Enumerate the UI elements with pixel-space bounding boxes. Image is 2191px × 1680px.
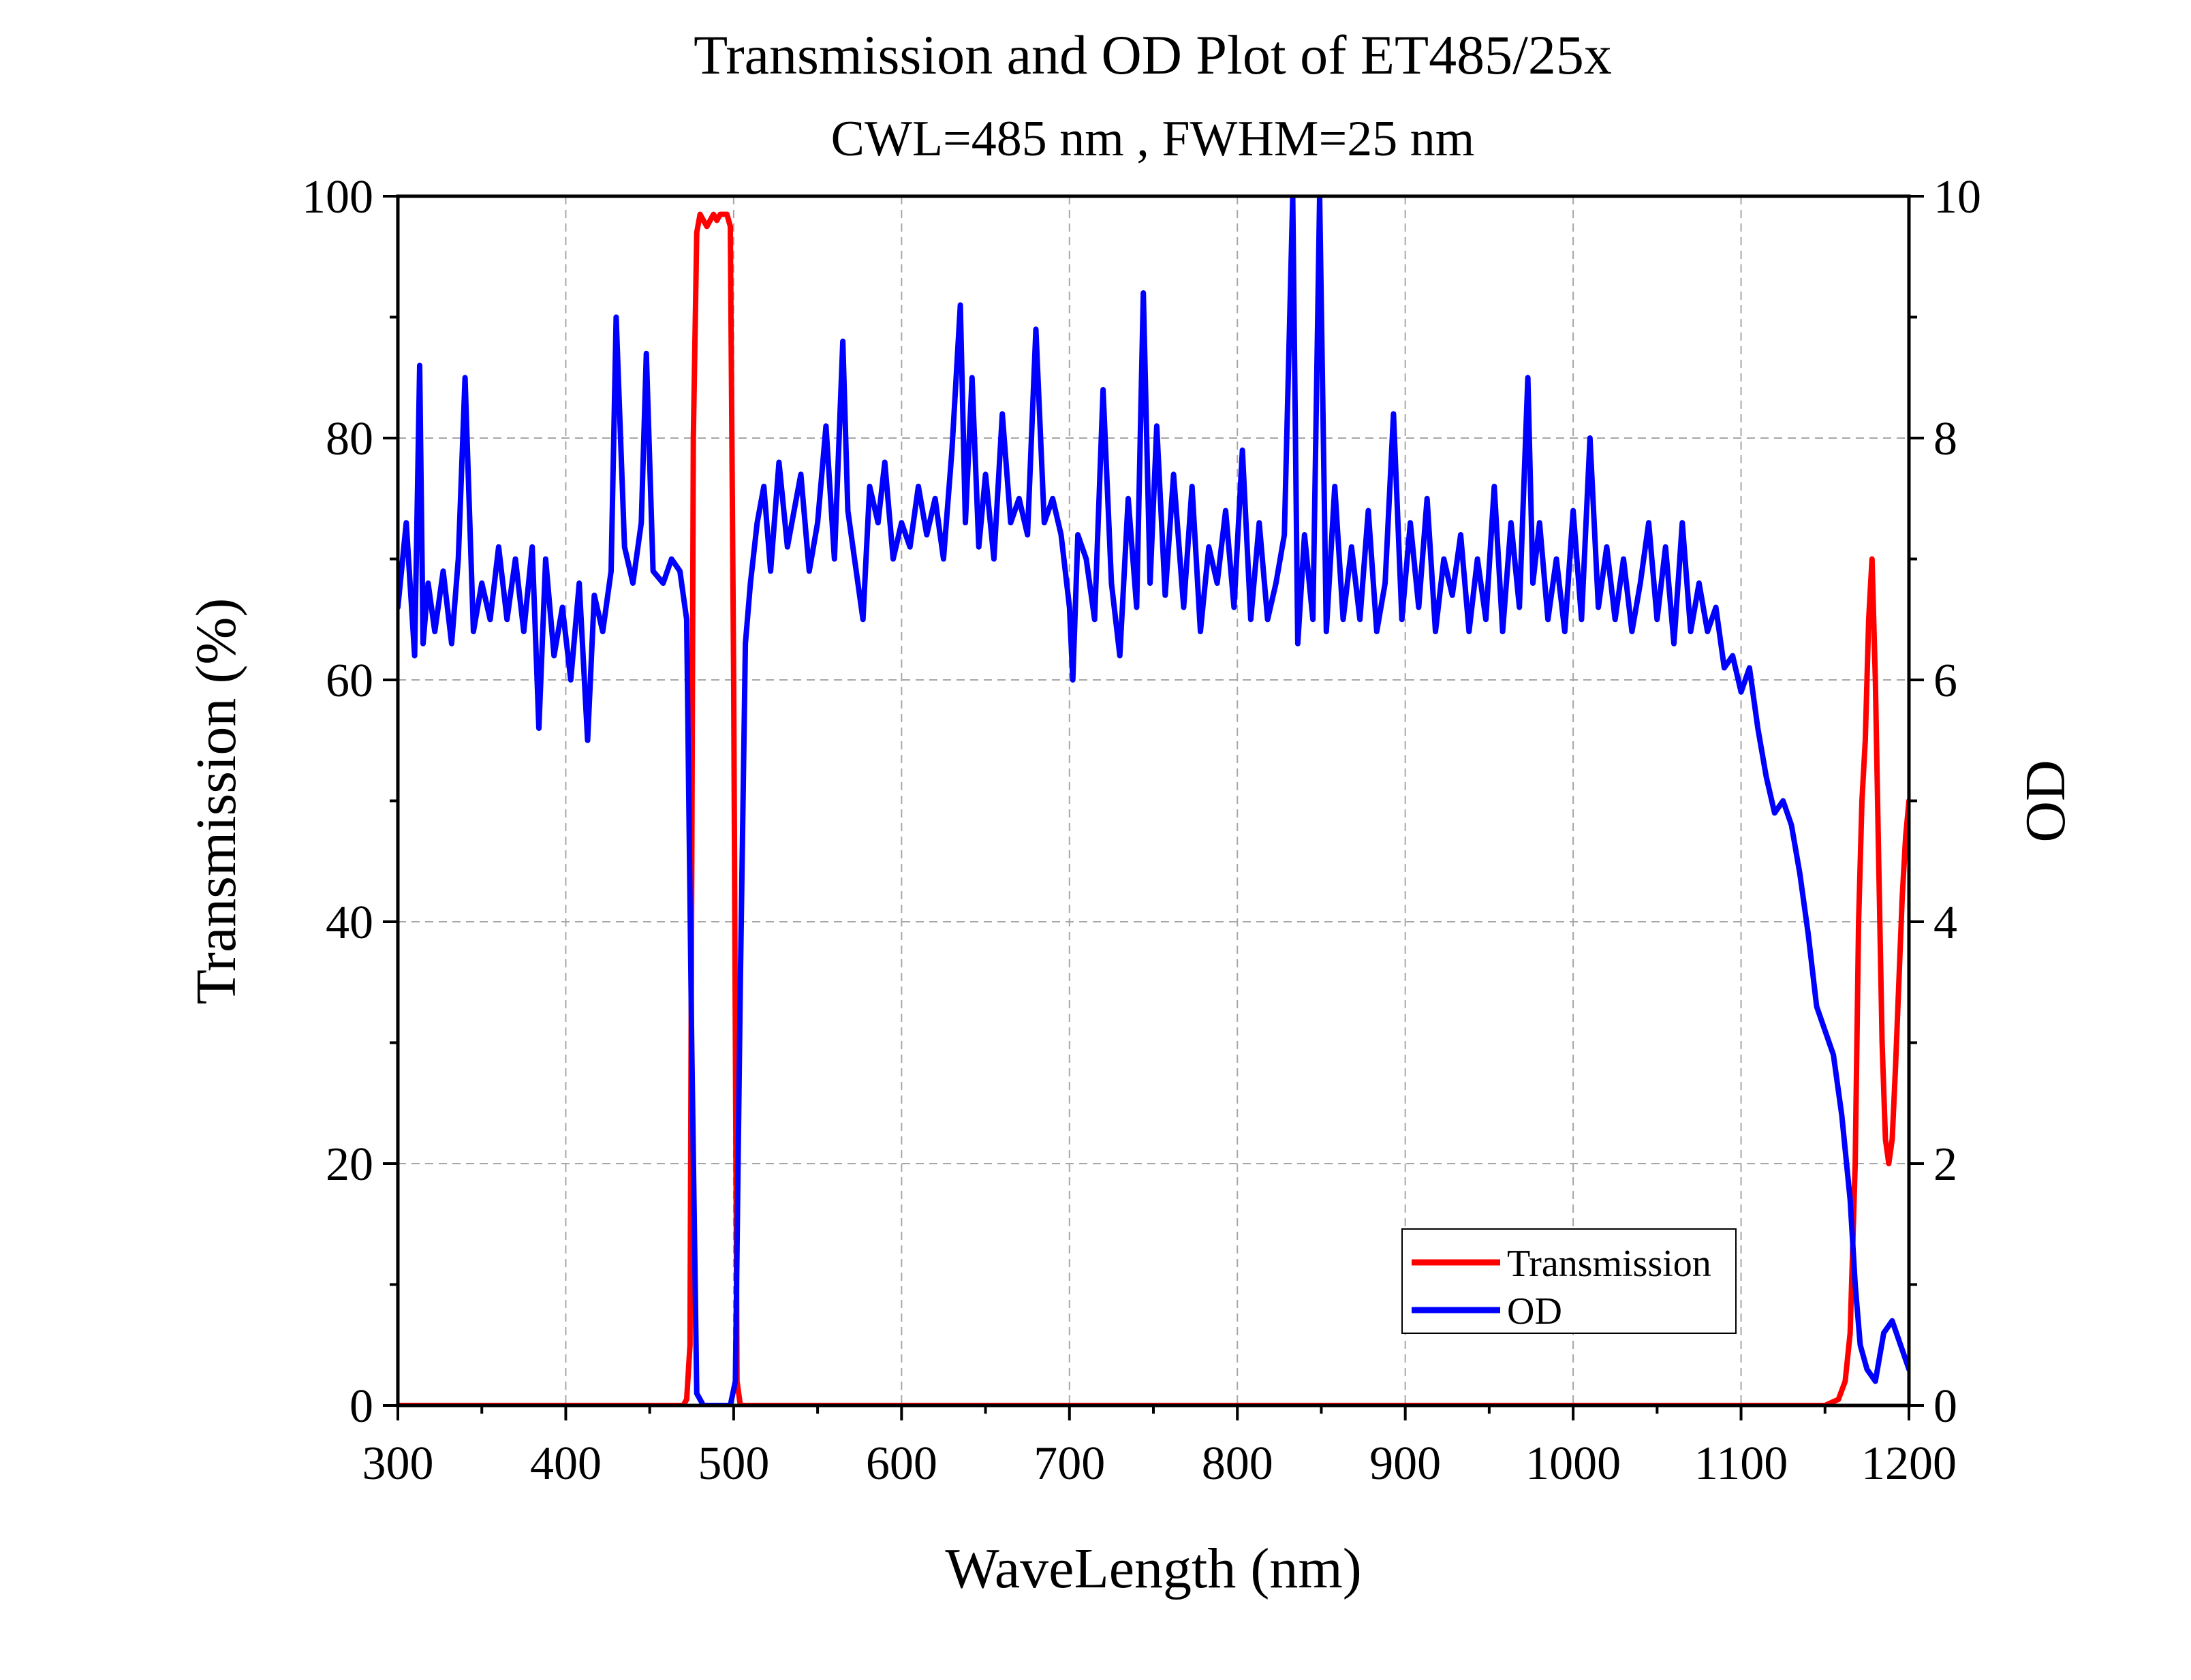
x-axis: 300 400 500 600 700 800 900 1000 1100 1200 [362, 1405, 1957, 1490]
y-left-tick-label: 0 [349, 1380, 373, 1433]
y-left-tick-label: 60 [326, 655, 373, 707]
x-tick-label: 300 [362, 1437, 434, 1490]
x-tick-label: 1000 [1525, 1437, 1621, 1490]
x-tick-label: 500 [698, 1437, 769, 1490]
x-tick-label: 400 [530, 1437, 602, 1490]
y-right-tick-label: 4 [1933, 897, 1957, 949]
axes: 300 400 500 600 700 800 900 1000 1100 12000204060… [302, 171, 1981, 1490]
y-right-tick-label: 6 [1933, 655, 1957, 707]
x-tick-label: 1200 [1861, 1437, 1957, 1490]
y-left-tick-label: 100 [302, 171, 373, 223]
x-tick-label: 900 [1369, 1437, 1441, 1490]
grid [398, 196, 1909, 1405]
y-left-tick-label: 20 [326, 1138, 373, 1191]
series-line-od [398, 196, 1909, 1405]
x-tick-label: 800 [1202, 1437, 1273, 1490]
y-right-tick-label: 0 [1933, 1380, 1957, 1433]
y-right-tick-label: 8 [1933, 413, 1957, 465]
chart-subtitle: CWL=485 nm , FWHM=25 nm [831, 111, 1475, 167]
y-axis-left: 0 20 40 60 80 100 [302, 171, 398, 1433]
y-left-tick-label: 40 [326, 897, 373, 949]
chart-title: Transmission and OD Plot of ET485/25x [694, 24, 1612, 86]
x-tick-label: 1100 [1694, 1437, 1788, 1490]
legend-label-transmission: Transmission [1507, 1243, 1711, 1285]
series-line-transmission [398, 211, 1909, 1405]
x-axis-label: WaveLength (nm) [945, 1537, 1361, 1600]
y-axis-label-right: OD [2014, 760, 2077, 842]
plot-area [398, 196, 1909, 1405]
legend: Transmission OD [1401, 1228, 1737, 1334]
x-tick-label: 700 [1034, 1437, 1105, 1490]
y-right-tick-label: 10 [1933, 171, 1981, 223]
y-left-tick-label: 80 [326, 413, 373, 465]
y-right-tick-label: 2 [1933, 1138, 1957, 1191]
x-tick-label: 600 [866, 1437, 937, 1490]
plot-frame [396, 194, 1911, 1407]
legend-box [1401, 1228, 1737, 1334]
y-axis-label-left: Transmission (%) [185, 598, 248, 1005]
y-axis-right: 0 2 4 6 8 10 [1909, 171, 1981, 1433]
legend-label-od: OD [1507, 1290, 1562, 1333]
